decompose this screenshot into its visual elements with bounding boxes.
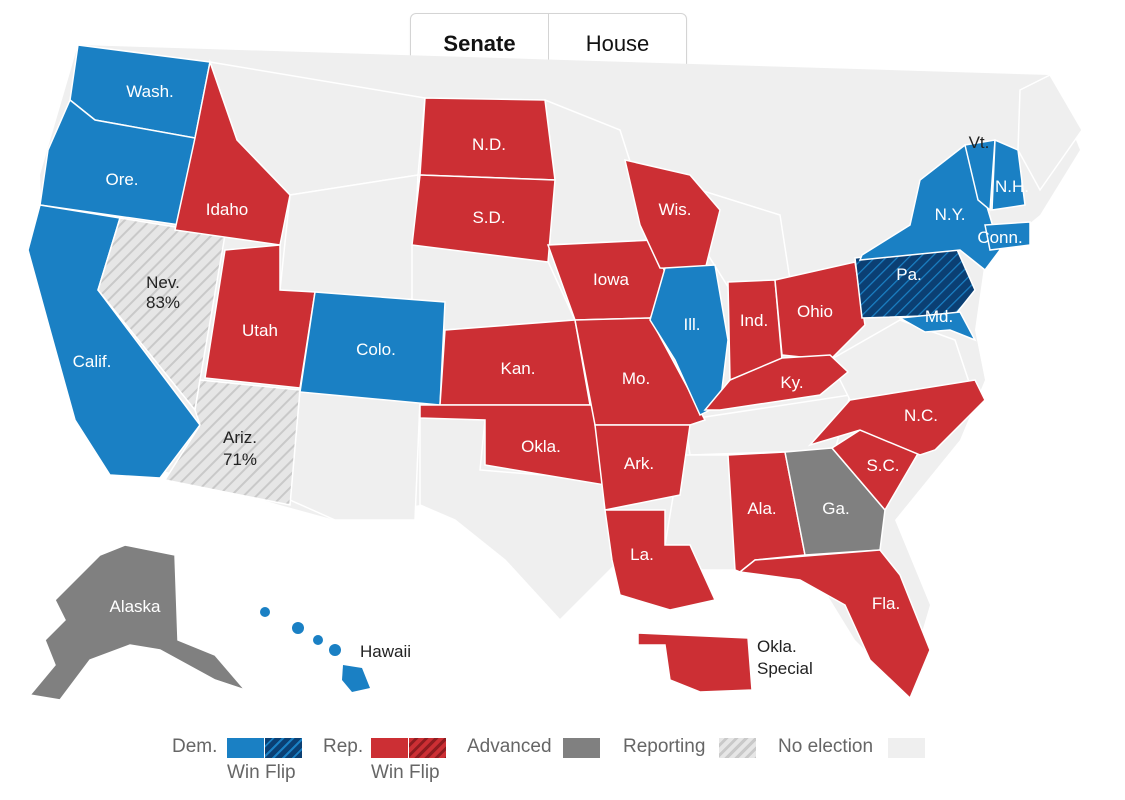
legend-advanced-swatch: [563, 738, 600, 758]
state-alaska: [28, 544, 248, 701]
label-idaho: Idaho: [206, 200, 249, 219]
state-vermont: [964, 139, 996, 212]
legend-dem-label: Dem.: [172, 736, 218, 757]
label-oregon: Ore.: [105, 170, 138, 189]
label-maryland: Md.: [925, 307, 953, 326]
label-indiana: Ind.: [740, 311, 768, 330]
map-legend: Dem. Win Flip Rep. Win Flip Advanced Rep…: [0, 732, 1125, 792]
tab-house[interactable]: House: [548, 14, 686, 74]
label-south-carolina: S.C.: [866, 456, 899, 475]
label-florida: Fla.: [872, 594, 900, 613]
state-louisiana: [604, 509, 717, 611]
label-hawaii: Hawaii: [360, 642, 411, 661]
state-arkansas: [594, 424, 691, 511]
state-new-hampshire: [991, 138, 1026, 211]
label-alaska: Alaska: [109, 597, 161, 616]
label-illinois: Ill.: [684, 315, 701, 334]
us-election-map: Wash. Ore. Calif. Nev. 83% Ariz. 71% Ida…: [27, 44, 1083, 701]
label-missouri: Mo.: [622, 369, 650, 388]
state-hawaii: [260, 607, 370, 692]
legend-rep-win-label: Win: [371, 762, 404, 783]
state-connecticut: [984, 221, 1031, 251]
label-north-carolina: N.C.: [904, 406, 938, 425]
label-nevada-pct: 83%: [146, 293, 180, 312]
label-washington: Wash.: [126, 82, 174, 101]
legend-rep-flip-label: Flip: [409, 762, 440, 783]
state-south-dakota: [411, 174, 556, 263]
state-new-mexico: [289, 389, 421, 521]
label-arkansas: Ark.: [624, 454, 654, 473]
legend-rep-label: Rep.: [323, 736, 364, 757]
legend-dem-flip-swatch: [265, 738, 302, 758]
label-colorado: Colo.: [356, 340, 396, 359]
label-oklahoma-special-line1: Okla.: [757, 637, 797, 656]
label-oklahoma-special: Okla. Special: [757, 637, 813, 678]
label-utah: Utah: [242, 321, 278, 340]
state-north-carolina: [807, 379, 986, 456]
state-maryland: [897, 311, 977, 342]
label-georgia: Ga.: [822, 499, 849, 518]
label-vermont: Vt.: [969, 133, 990, 152]
label-kansas: Kan.: [501, 359, 536, 378]
legend-dem-win-swatch: [227, 738, 264, 758]
label-south-dakota: S.D.: [472, 208, 505, 227]
tab-senate[interactable]: Senate: [443, 31, 516, 56]
label-ohio: Ohio: [797, 302, 833, 321]
state-kentucky: [703, 354, 850, 411]
label-oklahoma-special-line2: Special: [757, 659, 813, 678]
legend-no-election-swatch: [888, 738, 925, 758]
state-virginia: [829, 319, 972, 401]
state-oklahoma-special: [637, 632, 753, 693]
legend-rep-win-swatch: [371, 738, 408, 758]
label-connecticut: Conn.: [977, 228, 1022, 247]
label-kentucky: Ky.: [780, 373, 803, 392]
state-ohio: [774, 261, 866, 361]
legend-reporting-swatch: [719, 738, 756, 758]
legend-no-election-label: No election: [778, 736, 874, 757]
legend-dem-win-label: Win: [227, 762, 260, 783]
label-pennsylvania: Pa.: [896, 265, 922, 284]
label-north-dakota: N.D.: [472, 135, 506, 154]
legend-rep-flip-swatch: [409, 738, 446, 758]
label-new-york: N.Y.: [935, 205, 966, 224]
label-arizona: Ariz.: [223, 428, 257, 447]
label-new-hampshire: N.H.: [995, 177, 1029, 196]
state-georgia: [784, 447, 886, 556]
state-missouri: [574, 317, 707, 426]
label-louisiana: La.: [630, 545, 654, 564]
state-florida: [738, 549, 931, 700]
state-texas: [419, 409, 616, 622]
label-california: Calif.: [73, 352, 112, 371]
label-alabama: Ala.: [747, 499, 776, 518]
label-iowa: Iowa: [593, 270, 629, 289]
label-oklahoma: Okla.: [521, 437, 561, 456]
label-arizona-pct: 71%: [223, 450, 257, 469]
label-nevada: Nev.: [146, 273, 180, 292]
state-maine: [1017, 74, 1083, 192]
legend-advanced-label: Advanced: [467, 736, 552, 757]
legend-reporting-label: Reporting: [623, 736, 706, 757]
legend-dem-flip-label: Flip: [265, 762, 296, 783]
label-wisconsin: Wis.: [658, 200, 691, 219]
state-wyoming: [279, 174, 419, 301]
